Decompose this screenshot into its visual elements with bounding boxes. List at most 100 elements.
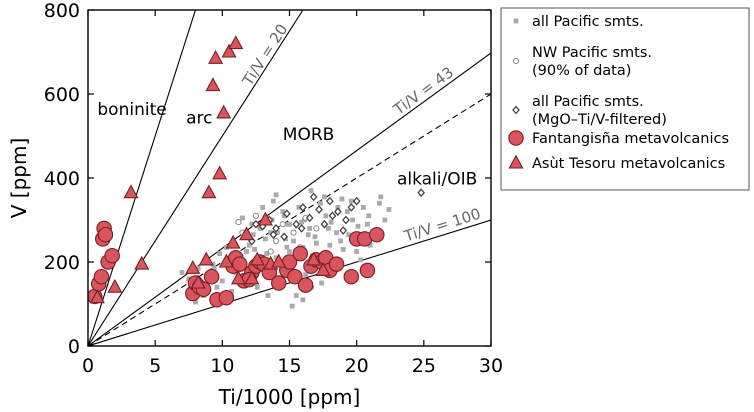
data-point-circle-open [252, 212, 260, 219]
data-point-square [344, 209, 350, 214]
data-point-triangle [201, 184, 217, 199]
legend-marker-square [513, 18, 519, 24]
data-point-square [254, 284, 260, 290]
data-point-triangle [123, 184, 139, 199]
data-point-triangle [89, 289, 105, 304]
legend-label: all Pacific smts. [532, 94, 644, 110]
data-point-diamond [292, 219, 301, 229]
data-point-square [382, 217, 388, 223]
data-point-circle [297, 277, 314, 293]
data-point-triangle [315, 262, 331, 276]
legend-marker-diamond [512, 105, 520, 115]
data-point-diamond [282, 209, 291, 219]
data-point-square [303, 272, 309, 277]
data-point-square [327, 242, 333, 248]
data-point-diamond [272, 224, 280, 233]
data-point-circle-open [235, 219, 242, 226]
data-point-square [350, 217, 356, 223]
legend-entry: Asùt Tesoru metavolcanics [508, 154, 725, 172]
data-point-square [280, 209, 286, 214]
data-point-triangle [257, 211, 273, 226]
data-point-square [260, 205, 266, 210]
data-point-square [313, 240, 319, 246]
data-point-square [250, 232, 256, 238]
region-labels: boninite arc MORB alkali/OIB [97, 100, 477, 189]
data-point-triangle [216, 104, 232, 119]
data-point-square [265, 293, 271, 298]
data-point-square [365, 221, 370, 227]
y-tick-label: 0 [68, 336, 80, 358]
x-tick-label: 15 [277, 355, 301, 377]
ratio-lines [88, 10, 491, 346]
data-point-diamond [309, 192, 318, 202]
data-point-circle [203, 268, 220, 285]
data-point-diamond [325, 196, 334, 206]
data-point-square [377, 200, 382, 206]
data-point-diamond [347, 203, 356, 212]
legend-label: Fantangisña metavolcanics [532, 131, 729, 147]
data-point-diamond [352, 196, 361, 206]
data-point-diamond [315, 205, 323, 214]
legend-label: all Pacific smts. [532, 14, 644, 30]
data-point-square [317, 200, 323, 206]
data-point-circle-open [267, 248, 274, 255]
data-point-circle [292, 245, 308, 262]
data-point-triangle [225, 234, 241, 249]
data-point-square [378, 194, 384, 200]
data-point-triangle [205, 77, 221, 92]
data-point-square [300, 297, 306, 303]
data-point-triangle [271, 253, 287, 268]
legend-marker-circle-open [512, 57, 520, 65]
x-tick-label: 5 [149, 355, 161, 377]
x-tick-label: 10 [210, 355, 234, 377]
data-point-circle [287, 268, 303, 285]
legend-label: (MgO–Ti/V-filtered) [532, 112, 667, 128]
data-point-square [348, 198, 354, 204]
x-axis-label: Ti/1000 [ppm] [218, 385, 361, 409]
data-point-square [360, 205, 366, 210]
data-point-triangle [306, 251, 322, 266]
data-point-triangle [107, 278, 123, 293]
legend-label: Asùt Tesoru metavolcanics [532, 156, 725, 172]
data-point-circle-open [272, 237, 280, 245]
data-point-triangle [185, 259, 201, 274]
region-label-arc: arc [186, 108, 212, 128]
data-point-square [338, 238, 343, 244]
legend-label: NW Pacific smts. [532, 45, 652, 61]
y-tick-label: 400 [44, 168, 80, 190]
data-point-square [367, 242, 373, 248]
ratio-line-20 [88, 10, 304, 346]
legend-entries: all Pacific smts. NW Pacific smts. (90% of… [508, 14, 729, 172]
legend-marker-triangle [508, 154, 524, 169]
data-point-diamond [299, 203, 307, 212]
data-point-square [299, 219, 304, 225]
y-tick-label: 200 [44, 252, 80, 274]
x-tick-label: 30 [479, 355, 503, 377]
region-label-boninite: boninite [97, 100, 166, 120]
data-point-triangle [244, 270, 260, 285]
data-point-triangle [212, 165, 228, 180]
data-point-square [211, 265, 217, 271]
data-point-square [249, 221, 255, 227]
data-point-diamond [252, 219, 260, 229]
data-point-square [308, 188, 314, 193]
legend-entry: Fantangisña metavolcanics [508, 130, 729, 147]
series-layer [88, 35, 426, 309]
data-point-square [326, 226, 331, 231]
data-point-diamond [297, 224, 306, 233]
data-point-triangle [134, 255, 150, 270]
series-circle [88, 220, 385, 308]
data-point-triangle [249, 251, 265, 266]
data-point-square [287, 221, 292, 227]
data-point-square [217, 251, 223, 256]
data-point-square [305, 232, 311, 238]
data-point-circle [218, 289, 235, 306]
y-tick-label: 600 [44, 84, 80, 106]
data-point-circle [328, 256, 345, 272]
data-point-square [322, 194, 327, 200]
data-point-square [334, 230, 339, 235]
data-point-square [244, 249, 249, 254]
x-tick-label: 0 [82, 355, 94, 377]
